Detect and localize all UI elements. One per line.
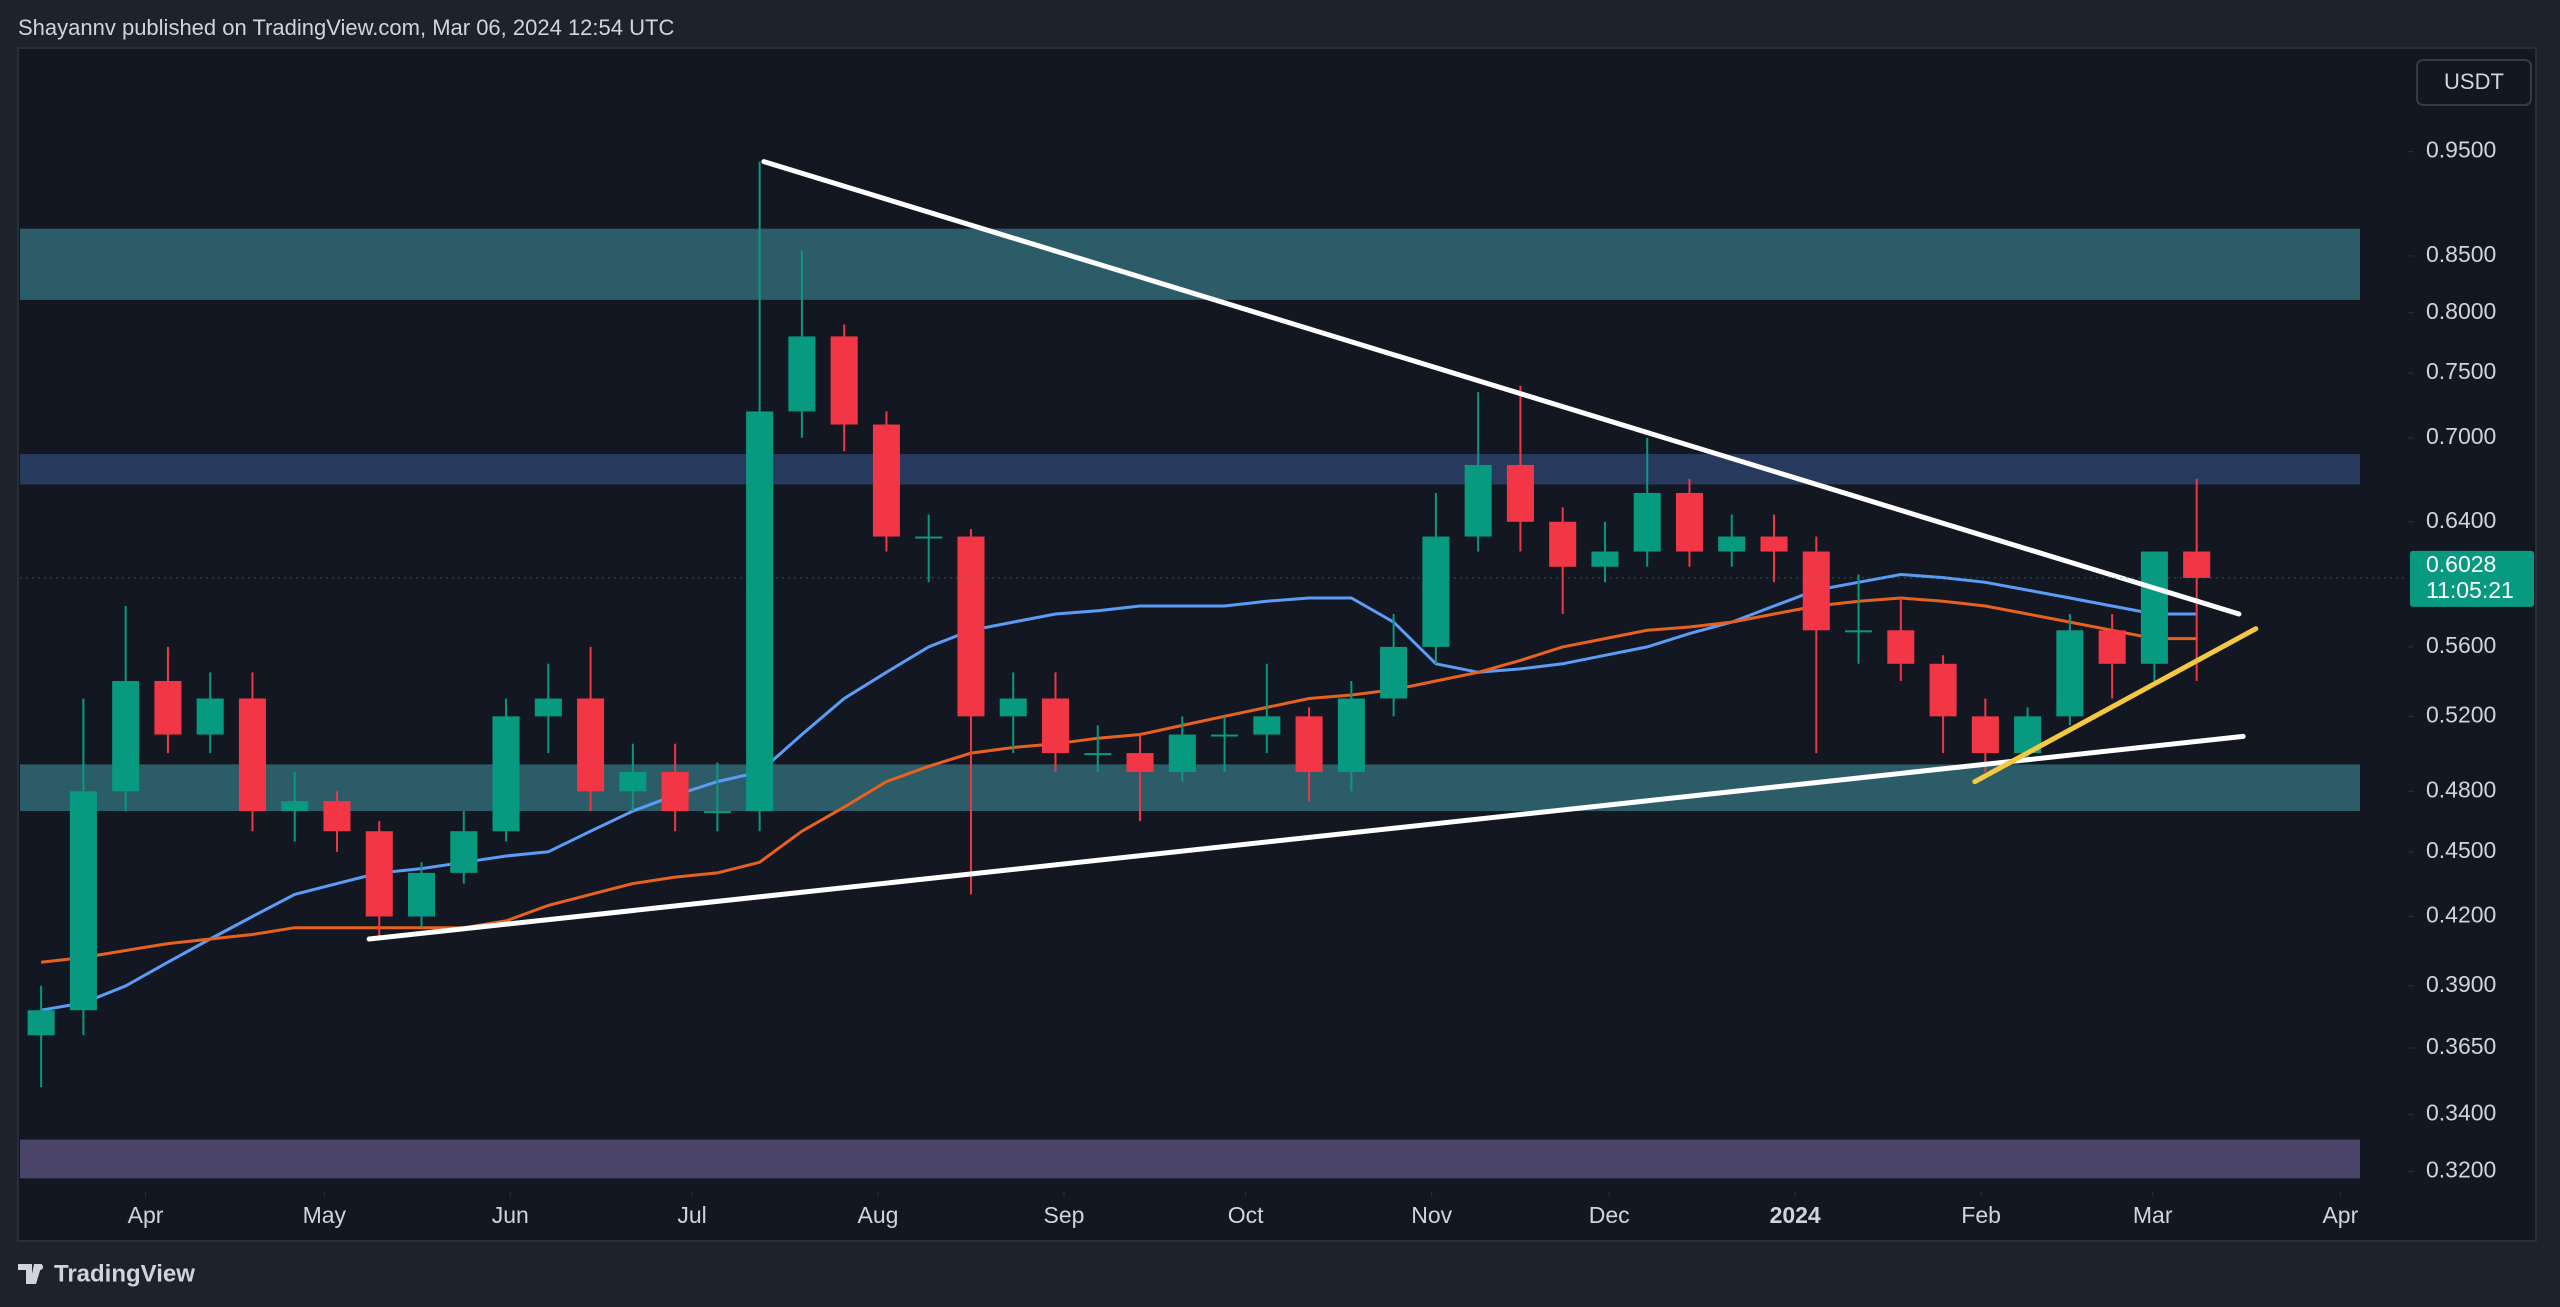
candle-body xyxy=(746,411,774,812)
x-tick-label: Dec xyxy=(1589,1202,1630,1228)
y-tick-label: 0.9500 xyxy=(2426,137,2496,163)
header-title: Shayannv published on TradingView.com, M… xyxy=(18,15,674,40)
candle-body xyxy=(1126,753,1154,773)
x-tick-label: Jun xyxy=(492,1202,529,1228)
x-tick-label: Jul xyxy=(677,1202,706,1228)
footer-logo xyxy=(18,1264,44,1284)
y-tick-label: 0.4800 xyxy=(2426,776,2496,802)
x-tick-label: Nov xyxy=(1411,1202,1452,1228)
candle-body xyxy=(1337,698,1365,773)
candle-body xyxy=(999,698,1027,717)
candle-body xyxy=(1591,551,1619,567)
y-tick-label: 0.3900 xyxy=(2426,971,2496,997)
y-tick-label: 0.5200 xyxy=(2426,701,2496,727)
x-tick-label: Feb xyxy=(1961,1202,2001,1228)
candle-body xyxy=(27,1010,55,1036)
candle-body xyxy=(1549,521,1577,567)
moving-average xyxy=(40,572,2197,1012)
zone xyxy=(20,1139,2360,1179)
candle-body xyxy=(1211,734,1239,737)
candle-body xyxy=(407,872,436,917)
candle-body xyxy=(1633,492,1661,552)
zone xyxy=(20,764,2360,812)
candle-body xyxy=(2056,630,2084,717)
candle-body xyxy=(1464,464,1492,537)
candle-body xyxy=(323,801,351,832)
candle-body xyxy=(2140,551,2168,664)
candle-body xyxy=(788,336,816,412)
candle-body xyxy=(577,698,605,792)
candle-body xyxy=(2183,551,2211,578)
price-label-value: 0.6028 xyxy=(2426,551,2496,577)
y-tick-label: 0.5600 xyxy=(2426,632,2496,658)
zone xyxy=(20,454,2360,485)
candle-body xyxy=(661,772,689,812)
candle-body xyxy=(1168,734,1196,773)
y-tick-label: 0.8000 xyxy=(2426,298,2496,324)
x-tick-label: Apr xyxy=(128,1202,164,1228)
candle-body xyxy=(534,698,562,717)
candle-body xyxy=(1718,536,1746,552)
y-tick-label: 0.7500 xyxy=(2426,358,2496,384)
candle-body xyxy=(703,811,731,814)
candle-body xyxy=(1422,536,1450,647)
candle-body xyxy=(1506,464,1534,522)
candle-body xyxy=(492,716,520,832)
trendline xyxy=(366,733,2246,942)
candle-body xyxy=(957,536,985,717)
x-tick-label: 2024 xyxy=(1770,1202,1821,1228)
moving-average xyxy=(40,596,2197,964)
trendline xyxy=(761,159,2242,617)
candle-body xyxy=(1971,716,1999,754)
candle-body xyxy=(1929,663,1957,717)
zone xyxy=(20,228,2360,300)
y-tick-label: 0.3400 xyxy=(2426,1100,2496,1126)
trendline xyxy=(1972,626,2259,785)
x-tick-label: Apr xyxy=(2322,1202,2358,1228)
candle-body xyxy=(154,680,182,735)
candle-body xyxy=(1802,551,1830,631)
y-tick-label: 0.4500 xyxy=(2426,837,2496,863)
x-tick-label: May xyxy=(303,1202,347,1228)
x-tick-label: Mar xyxy=(2133,1202,2173,1228)
candle-body xyxy=(830,336,858,425)
x-tick-label: Sep xyxy=(1043,1202,1084,1228)
x-tick-label: Oct xyxy=(1228,1202,1264,1228)
plot-area xyxy=(20,159,2360,1179)
y-tick-label: 0.7000 xyxy=(2426,423,2496,449)
candle-body xyxy=(1295,716,1323,773)
candle-body xyxy=(619,772,647,792)
candle-body xyxy=(1760,536,1788,552)
candle-body xyxy=(365,831,393,917)
y-tick-label: 0.6400 xyxy=(2426,507,2496,533)
candle-body xyxy=(1084,753,1112,756)
y-tick-label: 0.3650 xyxy=(2426,1033,2496,1059)
candle-body xyxy=(1253,716,1281,735)
candle-body xyxy=(112,680,140,792)
candle-body xyxy=(915,536,943,539)
candle-body xyxy=(238,698,266,812)
candle-body xyxy=(1845,630,1873,633)
candle-body xyxy=(196,698,224,735)
candle-body xyxy=(281,801,309,812)
candle-body xyxy=(2098,630,2126,664)
y-tick-label: 0.3200 xyxy=(2426,1156,2496,1182)
footer-brand: TradingView xyxy=(54,1260,195,1287)
candle-body xyxy=(872,424,900,537)
candle-body xyxy=(1380,646,1408,699)
y-tick-label: 0.8500 xyxy=(2426,241,2496,267)
price-label-box xyxy=(2410,550,2534,607)
currency-label[interactable]: USDT xyxy=(2444,69,2504,94)
candle-body xyxy=(1041,698,1070,754)
candle-body xyxy=(69,791,97,1011)
currency-button[interactable] xyxy=(2416,59,2532,106)
x-tick-label: Aug xyxy=(858,1202,899,1228)
candle-body xyxy=(450,831,478,873)
candle-body xyxy=(1675,492,1704,552)
y-tick-label: 0.4200 xyxy=(2426,902,2496,928)
price-label-countdown: 11:05:21 xyxy=(2426,577,2514,603)
candle-body xyxy=(1887,630,1915,664)
